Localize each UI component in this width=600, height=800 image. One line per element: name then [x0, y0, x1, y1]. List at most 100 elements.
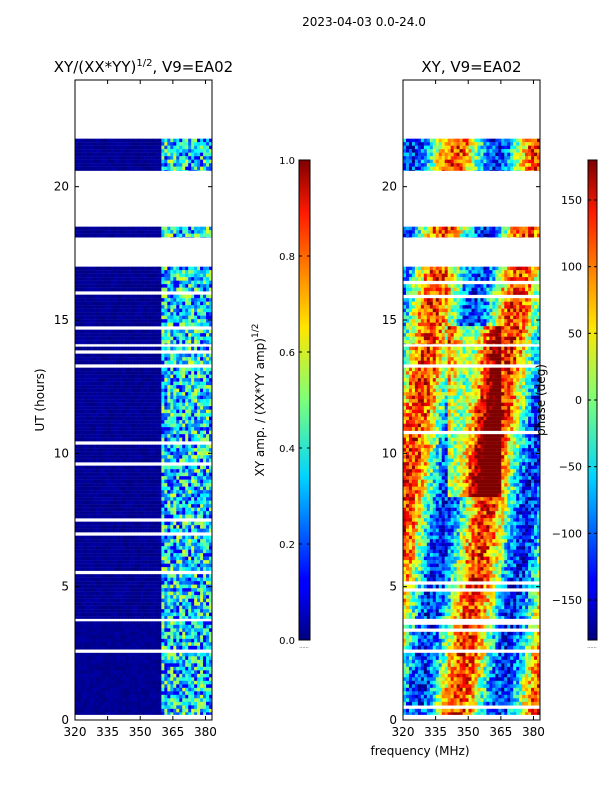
- heatmap-cell: [185, 705, 189, 710]
- heatmap-cell: [143, 287, 147, 292]
- heatmap-cell: [143, 666, 147, 671]
- heatmap-cell: [173, 705, 177, 710]
- heatmap-cell: [197, 581, 201, 585]
- heatmap-cell: [173, 493, 177, 498]
- heatmap-cell: [200, 381, 204, 386]
- heatmap-cell: [86, 490, 91, 494]
- heatmap-cell: [137, 465, 141, 470]
- heatmap-cell: [152, 673, 156, 678]
- heatmap-cell: [140, 684, 144, 689]
- heatmap-cell: [176, 451, 180, 456]
- heatmap-cell: [125, 705, 130, 710]
- heatmap-cell: [176, 284, 180, 288]
- heatmap-cell: [92, 305, 97, 309]
- heatmap-cell: [137, 553, 141, 557]
- heatmap-cell: [92, 357, 97, 361]
- heatmap-cell: [152, 378, 156, 382]
- heatmap-cell: [77, 455, 82, 459]
- heatmap-cell: [155, 301, 159, 306]
- heatmap-cell: [176, 642, 180, 647]
- heatmap-cell: [155, 645, 159, 650]
- heatmap-cell: [80, 659, 85, 664]
- heatmap-cell: [137, 624, 141, 629]
- heatmap-cell: [185, 595, 189, 599]
- heatmap-cell: [197, 609, 201, 613]
- heatmap-cell: [80, 287, 85, 292]
- heatmap-cell: [134, 287, 138, 292]
- heatmap-cell: [194, 360, 198, 365]
- heatmap-cell: [83, 444, 88, 449]
- heatmap-cell: [176, 270, 180, 274]
- heatmap-cell: [131, 642, 135, 647]
- heatmap-cell: [143, 273, 147, 278]
- heatmap-cell: [161, 469, 165, 473]
- heatmap-cell: [75, 656, 79, 661]
- heatmap-cell: [149, 507, 153, 512]
- heatmap-cell: [92, 624, 97, 629]
- heatmap-cell: [149, 493, 153, 498]
- heatmap-cell: [89, 451, 94, 456]
- heatmap-cell: [95, 708, 100, 713]
- heatmap-cell: [86, 479, 91, 484]
- heatmap-cell: [149, 416, 153, 421]
- heatmap-cell: [161, 395, 165, 400]
- heatmap-cell: [185, 420, 189, 424]
- heatmap-cell: [83, 298, 88, 302]
- heatmap-cell: [119, 525, 124, 529]
- heatmap-cell: [167, 273, 171, 278]
- heatmap-cell: [128, 659, 132, 664]
- heatmap-cell: [98, 353, 103, 358]
- heatmap-cell: [119, 483, 124, 487]
- heatmap-cell: [107, 553, 112, 557]
- heatmap-cell: [152, 635, 156, 640]
- heatmap-cell: [209, 602, 212, 606]
- heatmap-cell: [125, 694, 130, 699]
- heatmap-cell: [131, 420, 135, 424]
- heatmap-cell: [122, 298, 127, 302]
- heatmap-cell: [200, 294, 204, 299]
- heatmap-cell: [101, 556, 106, 561]
- heatmap-cell: [128, 406, 132, 410]
- heatmap-cell: [200, 581, 204, 585]
- heatmap-cell: [200, 642, 204, 647]
- heatmap-cell: [125, 486, 130, 491]
- heatmap-cell: [182, 677, 186, 682]
- heatmap-cell: [176, 670, 180, 675]
- heatmap-cell: [173, 628, 177, 633]
- heatmap-cell: [197, 701, 201, 706]
- heatmap-cell: [110, 638, 115, 643]
- heatmap-cell: [101, 712, 106, 715]
- heatmap-cell: [161, 444, 165, 449]
- heatmap-cell: [209, 673, 212, 678]
- heatmap-cell: [152, 479, 156, 484]
- heatmap-cell: [98, 652, 103, 657]
- heatmap-cell: [131, 712, 135, 715]
- heatmap-cell: [194, 416, 198, 421]
- heatmap-cell: [176, 521, 180, 526]
- heatmap-cell: [173, 645, 177, 650]
- heatmap-cell: [185, 605, 189, 610]
- heatmap-cell: [75, 659, 79, 664]
- heatmap-cell: [80, 701, 85, 706]
- heatmap-cell: [155, 691, 159, 696]
- heatmap-cell: [134, 598, 138, 603]
- heatmap-cell: [158, 451, 162, 456]
- heatmap-cell: [167, 584, 171, 589]
- heatmap-cell: [83, 574, 88, 578]
- heatmap-cell: [203, 360, 207, 365]
- heatmap-cell: [83, 577, 88, 582]
- heatmap-cell: [86, 469, 91, 473]
- heatmap-cell: [122, 448, 127, 452]
- heatmap-cell: [119, 270, 124, 274]
- heatmap-cell: [143, 486, 147, 491]
- heatmap-cell: [86, 698, 91, 703]
- heatmap-cell: [119, 371, 124, 375]
- heatmap-cell: [92, 670, 97, 675]
- heatmap-cell: [119, 560, 124, 564]
- heatmap-cell: [161, 266, 165, 271]
- heatmap-cell: [83, 500, 88, 505]
- heatmap-cell: [89, 621, 94, 626]
- heatmap-cell: [173, 588, 177, 592]
- heatmap-cell: [176, 504, 180, 508]
- heatmap-cell: [75, 539, 79, 543]
